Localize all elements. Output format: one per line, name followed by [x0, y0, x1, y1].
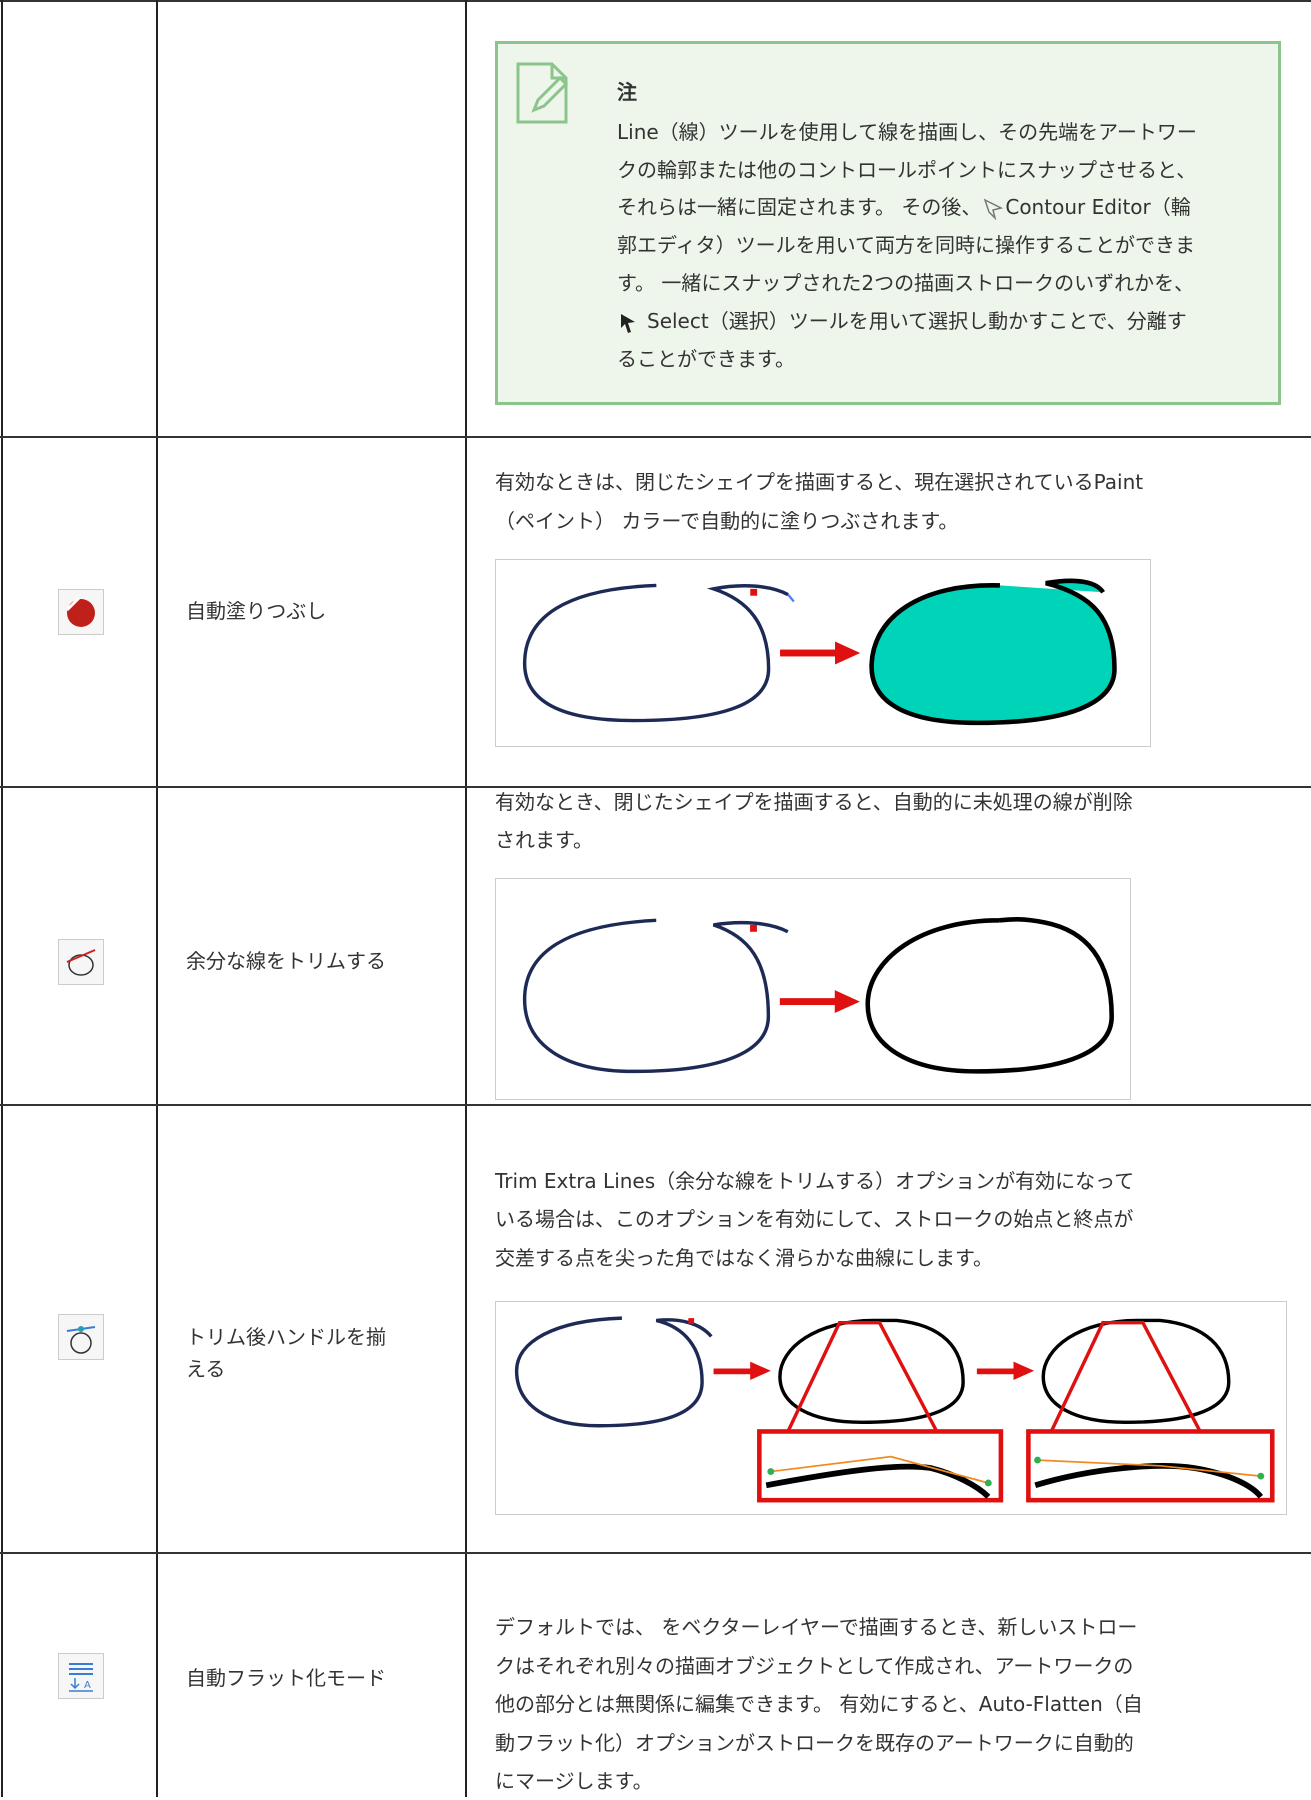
note-line: す。 一緒にスナップされた2つの描画ストロークのいずれかを、	[617, 271, 1195, 295]
note-line: ることができます。	[617, 347, 795, 371]
row-description: されます。	[495, 828, 593, 852]
row-description: にマージします。	[495, 1769, 653, 1793]
row-description: デフォルトでは、 をベクターレイヤーで描画するとき、新しいストロー	[495, 1615, 1138, 1639]
note-line: クの輪郭または他のコントロールポイントにスナップさせると、	[617, 158, 1197, 182]
row-description: 他の部分とは無関係に編集できます。 有効にすると、Auto-Flatten（自	[495, 1692, 1143, 1716]
auto-fill-icon	[58, 589, 104, 635]
row-name: 自動塗りつぶし	[186, 599, 327, 623]
note-text: Select（選択）ツールを用いて選択し動かすことで、分離す	[647, 309, 1187, 333]
row-name: 自動フラット化モード	[186, 1666, 386, 1690]
row-name: える	[186, 1357, 226, 1381]
note-line: それらは一緒に固定されます。 その後、 Contour Editor（輪	[617, 188, 1191, 226]
select-icon	[621, 313, 635, 333]
note-line: Line（線）ツールを使用して線を描画し、その先端をアートワー	[617, 120, 1197, 144]
row-description: 動フラット化）オプションがストロークを既存のアートワークに自動的	[495, 1731, 1134, 1755]
note-text: それらは一緒に固定されます。 その後、	[617, 195, 982, 219]
auto-fill-illustration	[495, 559, 1151, 747]
border	[1, 0, 3, 1797]
svg-text:A: A	[84, 1680, 91, 1691]
row-description: （ペイント） カラーで自動的に塗りつぶされます。	[495, 509, 959, 533]
trim-icon	[58, 939, 104, 985]
note-icon	[516, 62, 569, 124]
row-border	[0, 436, 1311, 438]
border	[156, 0, 158, 1797]
note-title: 注	[617, 80, 637, 104]
row-description: 有効なときは、閉じたシェイプを描画すると、現在選択されているPaint	[495, 470, 1144, 494]
row-description: 有効なとき、閉じたシェイプを描画すると、自動的に未処理の線が削除	[495, 790, 1133, 814]
row-border	[0, 1104, 1311, 1106]
trim-illustration	[495, 878, 1131, 1100]
note-line: 郭エディタ）ツールを用いて両方を同時に操作することができま	[617, 233, 1195, 257]
auto-flatten-icon: A	[58, 1653, 104, 1699]
row-description: Trim Extra Lines（余分な線をトリムする）オプションが有効になって	[495, 1169, 1135, 1193]
row-name: 余分な線をトリムする	[186, 949, 386, 973]
row-border	[0, 1552, 1311, 1554]
border	[0, 0, 1311, 2]
trim-handle-icon	[58, 1314, 104, 1360]
row-description: 交差する点を尖った角ではなく滑らかな曲線にします。	[495, 1246, 993, 1270]
row-border	[0, 786, 1311, 788]
contour-icon	[984, 198, 1004, 220]
row-description: いる場合は、このオプションを有効にして、ストロークの始点と終点が	[495, 1207, 1134, 1231]
note-line: Select（選択）ツールを用いて選択し動かすことで、分離す	[617, 302, 1187, 340]
trim-handle-illustration	[495, 1301, 1287, 1515]
row-name: トリム後ハンドルを揃	[186, 1325, 386, 1349]
border	[465, 0, 467, 1797]
note-text: Contour Editor（輪	[1005, 195, 1191, 219]
note-box	[495, 41, 1281, 405]
row-description: クはそれぞれ別々の描画オブジェクトとして作成され、アートワークの	[495, 1654, 1134, 1678]
